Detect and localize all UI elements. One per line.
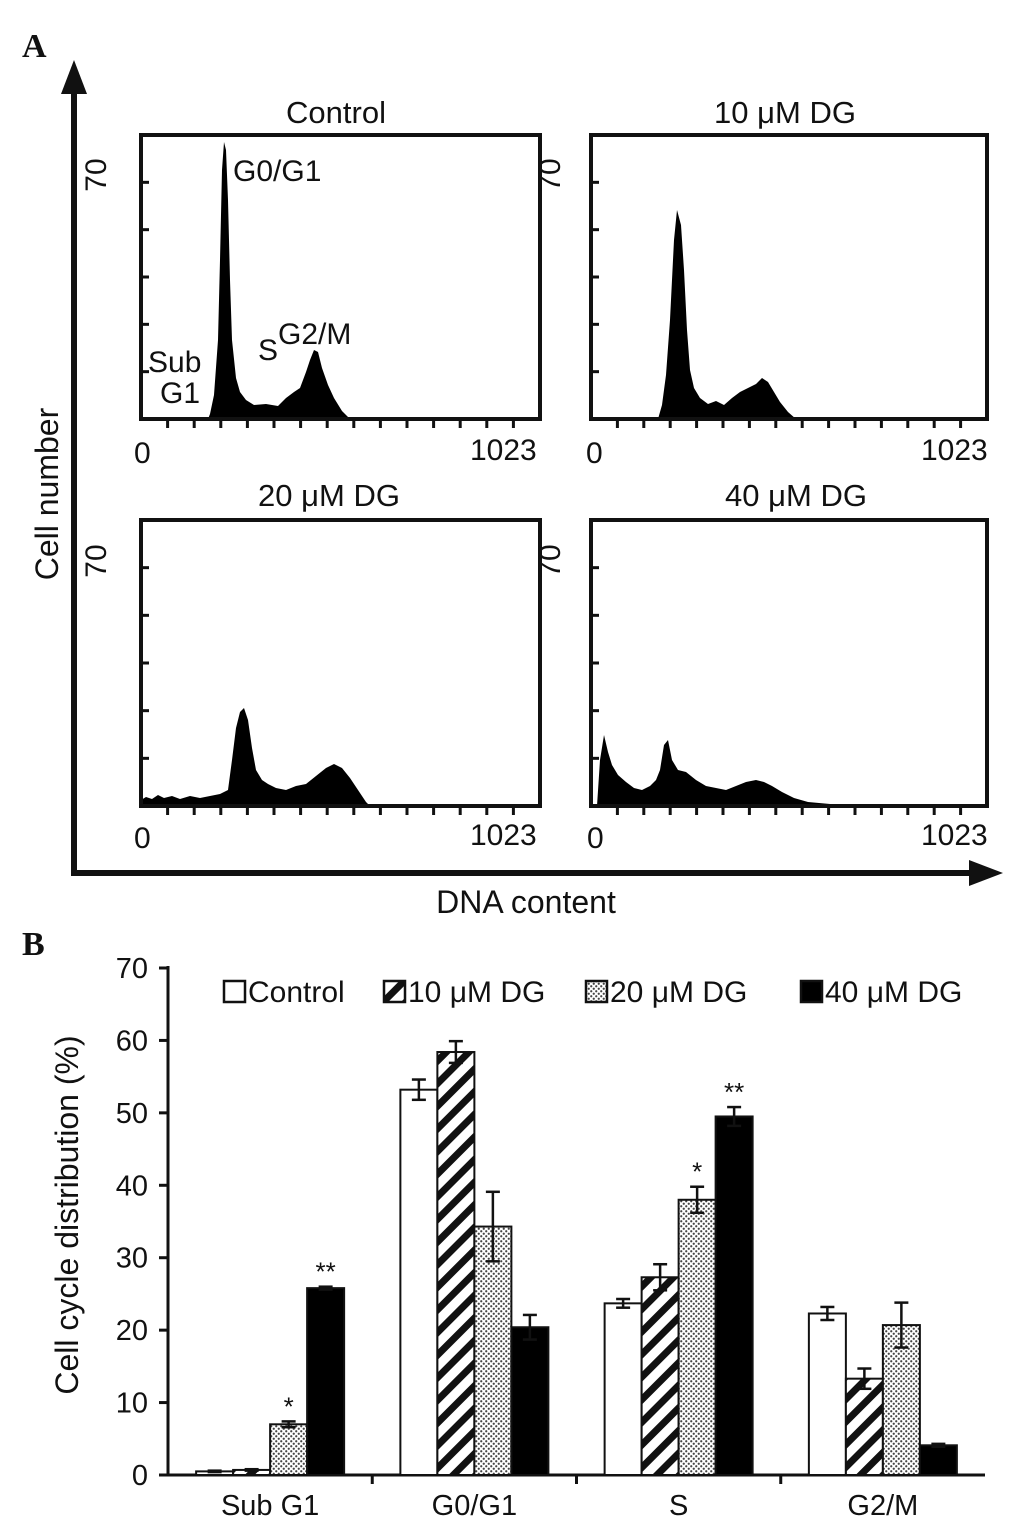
significance-marker: ** [316,1257,336,1287]
significance-marker: ** [724,1077,744,1107]
bar-dotted [269,1423,309,1477]
bar-y-tick-label: 40 [116,1170,148,1202]
bar-series [195,1039,958,1477]
s-phase-label: S [258,334,278,367]
bar-solid [306,1287,346,1476]
bar-dotted [677,1198,717,1477]
x-min-label: 0 [134,437,151,470]
bar-hatched [844,1377,884,1477]
x-min-label: 0 [586,437,603,470]
histogram-title: 40 μM DG [725,478,867,513]
sub-label: Sub [148,346,201,379]
histogram-fill [141,708,370,806]
histogram-title: Control [286,95,386,130]
bar-solid [918,1444,958,1477]
x-min-label: 0 [134,822,151,855]
bar-category-label: G2/M [847,1490,918,1522]
bar-y-tick-label: 30 [116,1243,148,1275]
histogram-fill [597,735,900,806]
g0g1-phase-label: G0/G1 [233,155,321,188]
histogram-ticks [141,180,963,815]
x-max-label: 1023 [921,819,988,852]
histogram-frame [589,133,989,421]
significance-marker: * [284,1391,294,1421]
panel-a-flow-cytometry: Cell number DNA content Control 70 0 102… [29,60,1003,920]
y-max-label: 70 [534,158,567,191]
legend-swatch-hatched [382,979,407,1004]
dna-content-axis-arrow [969,860,1003,886]
histogram-title: 10 μM DG [714,95,856,130]
bar-y-tick-label: 70 [116,953,148,985]
bar-y-tick-label: 10 [116,1388,148,1420]
histogram-control: Control 70 0 1023 G0/G1 G2/M S Sub G1 [80,95,542,470]
bar-category-label: Sub G1 [221,1490,319,1522]
legend-label: 40 μM DG [825,976,962,1009]
bar-y-axis-title: Cell cycle distribution (%) [49,1035,85,1394]
bar-labels: Sub G1 G0/G1 S G2/M****** [221,1077,918,1522]
y-max-label: 70 [534,544,567,577]
histogram-fill [141,142,350,419]
x-max-label: 1023 [470,434,537,467]
bar-open [603,1302,643,1476]
y-max-label: 70 [80,158,113,191]
bar-y-tick-label: 0 [132,1460,148,1492]
bar-category-label: G0/G1 [432,1490,517,1522]
legend-swatch-solid [799,979,824,1004]
bar-y-tick-label: 20 [116,1315,148,1347]
legend-label: 10 μM DG [408,976,545,1009]
significance-marker: * [692,1157,702,1187]
histogram-20um-dg: 20 μM DG 70 0 1023 [80,478,542,855]
cell-number-axis-title: Cell number [29,407,65,580]
x-min-label: 0 [587,822,604,855]
histogram-10um-dg: 10 μM DG 70 0 1023 [534,95,989,470]
histogram-40um-dg: 40 μM DG 70 0 1023 [534,478,989,855]
bar-open [807,1312,847,1476]
bar-category-label: S [669,1490,688,1522]
legend-label: 20 μM DG [610,976,747,1009]
panel-b-label: B [22,926,45,963]
bar-y-tick-label: 60 [116,1025,148,1057]
g1-label: G1 [160,377,200,410]
bar-hatched [436,1051,476,1476]
bar-solid [510,1326,550,1477]
dna-content-axis-title: DNA content [436,884,616,920]
x-max-label: 1023 [921,434,988,467]
bar-dotted [473,1225,513,1476]
y-max-label: 70 [80,544,113,577]
legend-label: Control [248,976,345,1009]
bar-y-tick-label: 50 [116,1098,148,1130]
g2m-phase-label: G2/M [278,318,351,351]
x-max-label: 1023 [470,819,537,852]
histogram-frame [139,518,542,808]
panel-a-label: A [22,28,47,65]
bar-solid [714,1115,754,1476]
bar-open [399,1088,439,1477]
legend-swatch-dotted [584,979,609,1004]
histogram-fill [591,210,796,419]
histogram-frame [589,518,989,808]
legend: Control 10 μM DG 20 μM DG 40 μM DG [222,976,962,1009]
histogram-title: 20 μM DG [258,478,400,513]
legend-swatch-open [222,979,247,1004]
panel-b-bar-chart: Cell cycle distribution (%) 0 10 20 30 40 50 6… [49,953,985,1522]
cell-number-axis-arrow [61,60,87,94]
bar-hatched [640,1276,680,1477]
